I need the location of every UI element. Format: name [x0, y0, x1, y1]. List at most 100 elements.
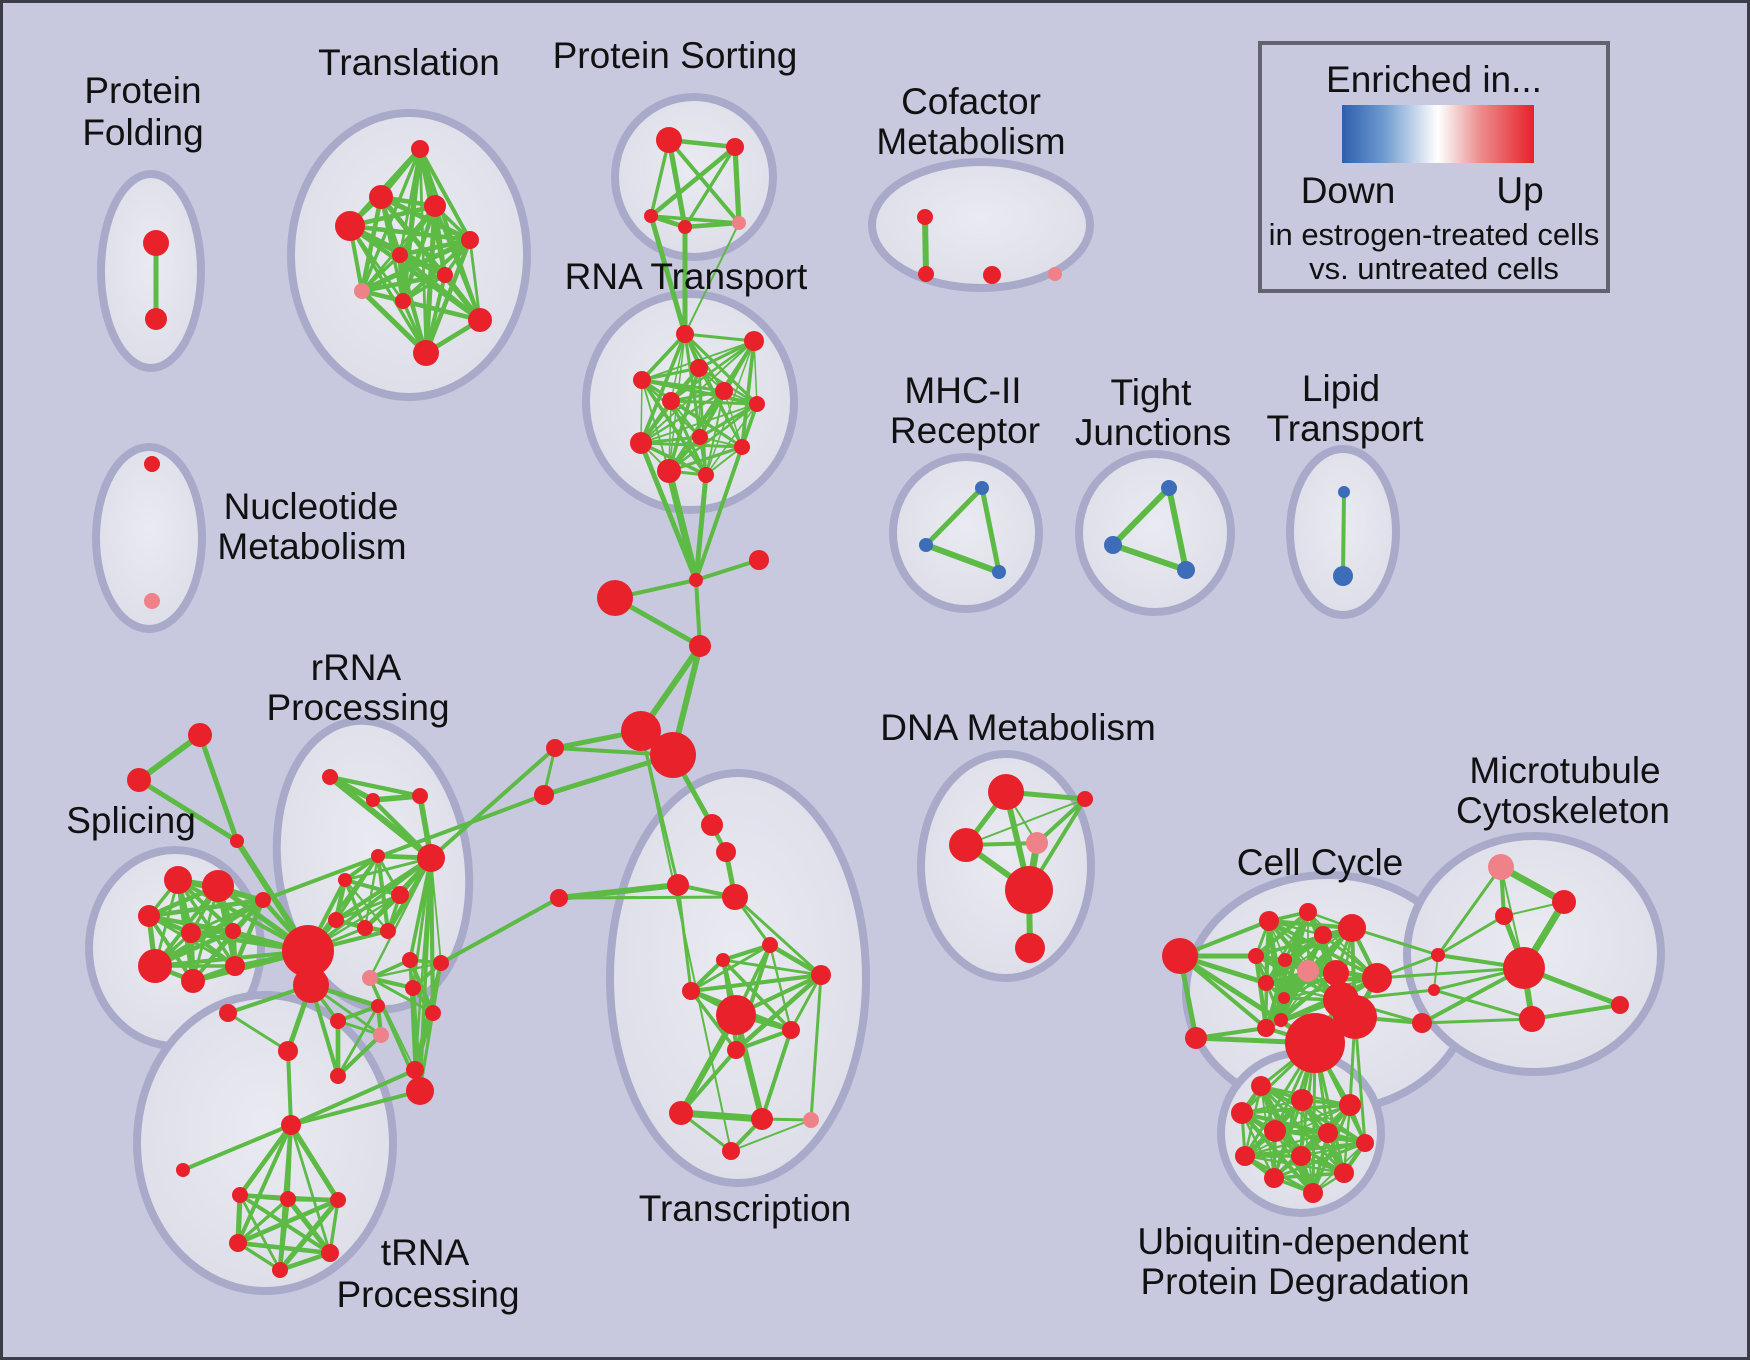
gene-set-node-red [272, 1262, 288, 1278]
enrichment-edge [922, 214, 929, 277]
legend-caption-line1: in estrogen-treated cells [1268, 217, 1600, 252]
enrichment-edge [285, 1196, 333, 1256]
enrichment-edge [429, 746, 557, 860]
gene-set-node-red [229, 1234, 247, 1252]
gene-set-node-red [550, 889, 568, 907]
enrichment-edge [236, 1197, 290, 1245]
enrichment-edge [359, 272, 448, 294]
gene-set-node-red [630, 432, 652, 454]
gene-set-node-red [722, 884, 748, 910]
gene-set-node-red [988, 774, 1024, 810]
gene-set-node-red [1334, 1163, 1354, 1183]
enrichment-edge [1432, 988, 1534, 1021]
gene-set-node-red [657, 459, 681, 483]
cluster-ellipse-dna [917, 750, 1095, 982]
gene-set-node-red [322, 769, 338, 785]
gene-set-node-red [468, 308, 492, 332]
enrichment-edge [732, 144, 742, 226]
enrichment-edge [1110, 542, 1189, 573]
gene-set-node-red [690, 359, 708, 377]
cluster-label-sorting-0: Protein Sorting [553, 35, 798, 76]
enrichment-edge [667, 402, 759, 473]
enrichment-edge [1253, 909, 1311, 959]
enrichment-edge [677, 1109, 766, 1123]
gene-set-node-red [749, 396, 765, 412]
enrichment-edge [348, 224, 428, 355]
gene-set-node-blue [1333, 566, 1353, 586]
gene-set-node-red [225, 923, 241, 939]
cluster-ellipse-mhc [889, 453, 1043, 613]
gene-set-node-red [811, 965, 831, 985]
gene-set-node-red [1303, 1183, 1323, 1203]
gene-set-node-red [461, 231, 479, 249]
gene-set-node-red [1611, 996, 1629, 1014]
legend-down-label: Down [1300, 170, 1396, 211]
enrichment-edge [1436, 865, 1503, 957]
gene-set-node-red [395, 293, 411, 309]
enrichment-edge [648, 213, 688, 337]
enrichment-edge [640, 332, 687, 382]
gene-set-node-pink [373, 1027, 389, 1043]
gene-set-node-red [698, 467, 714, 483]
enrichment-edge [335, 1032, 384, 1079]
enrichment-edge [730, 1119, 812, 1152]
gene-set-node-red [678, 220, 692, 234]
enrichment-edge [683, 332, 759, 406]
gene-set-node-red [918, 266, 934, 282]
gene-set-node-red [1077, 791, 1093, 807]
enrichment-edge [1272, 1141, 1367, 1180]
enrichment-edge [1194, 1026, 1268, 1040]
enrichment-edge [760, 1028, 793, 1121]
enrichment-edge [669, 399, 759, 406]
cluster-label-mhc-0: MHC-II [904, 370, 1021, 411]
enrichment-edge [152, 897, 266, 969]
enrichment-edge [289, 1123, 332, 1255]
gene-set-node-red [650, 732, 696, 778]
gene-set-node-red [181, 923, 201, 943]
gene-set-node-pink [803, 1112, 819, 1128]
gene-set-node-red [391, 886, 409, 904]
gene-set-node-red [413, 340, 439, 366]
gene-set-node-red [1299, 903, 1317, 921]
gene-set-node-red [406, 1077, 434, 1105]
enrichment-edge [181, 1123, 293, 1172]
enrichment-edge [676, 883, 693, 993]
enrichment-edge [679, 1048, 738, 1115]
cluster-label-tight-0: Tight [1111, 372, 1193, 413]
gene-set-node-red [143, 230, 169, 256]
enrichment-edge [694, 445, 744, 582]
cluster-label-lipid-1: Transport [1267, 408, 1425, 449]
enrichment-edge [683, 332, 756, 343]
gene-set-node-red [762, 937, 778, 953]
enrichment-edge [697, 339, 756, 370]
gene-set-node-red [328, 912, 344, 928]
enrichment-edge [343, 878, 367, 930]
enrichment-edge [666, 137, 688, 230]
enrichment-edge [176, 878, 237, 968]
enrichment-edge [721, 958, 793, 1032]
enrichment-edge [277, 1197, 341, 1273]
enrichment-edge [694, 558, 761, 582]
enrichment-edge [1420, 1017, 1534, 1025]
gene-set-node-red [701, 814, 723, 836]
enrichment-edge [665, 467, 700, 584]
enrichment-edge [720, 942, 773, 963]
gene-set-node-red [392, 247, 408, 263]
enrichment-edge [557, 895, 737, 900]
gene-set-node-red [656, 127, 682, 153]
gene-set-node-red [280, 1191, 296, 1207]
enrichment-edge [923, 485, 985, 548]
gene-set-node-blue [1338, 486, 1350, 498]
enrichment-edge [359, 288, 429, 356]
enrichment-edge [278, 1197, 290, 1272]
gene-set-node-red [1264, 1168, 1284, 1188]
gene-set-node-red [412, 788, 428, 804]
gene-set-node-red [692, 429, 708, 445]
gene-set-node-red [1291, 1146, 1311, 1166]
gene-set-node-red [1519, 1006, 1545, 1032]
enrichment-edge [733, 972, 824, 1053]
enrichment-edge [288, 1122, 341, 1203]
gene-set-node-blue [1104, 536, 1122, 554]
enrichment-edge [235, 1197, 341, 1246]
